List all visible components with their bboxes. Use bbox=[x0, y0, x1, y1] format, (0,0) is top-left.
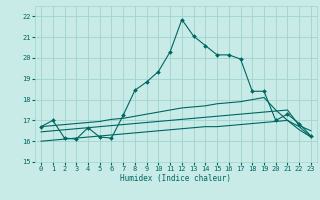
X-axis label: Humidex (Indice chaleur): Humidex (Indice chaleur) bbox=[121, 174, 231, 183]
